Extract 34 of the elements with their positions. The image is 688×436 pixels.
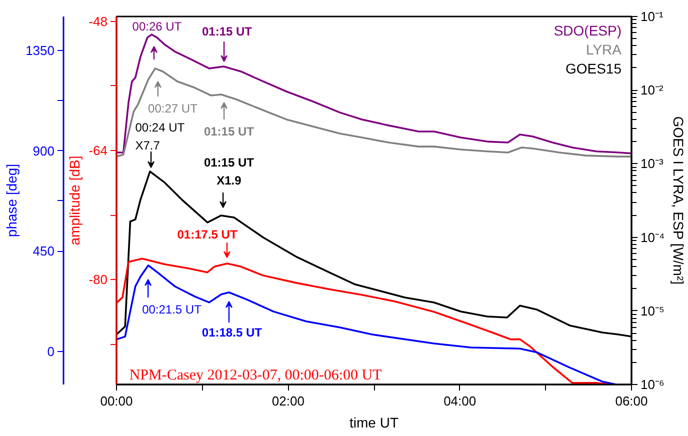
y2-tick-label: 10⁻³ <box>640 156 664 172</box>
annotation: 01:17.5 UT <box>177 228 238 242</box>
x-tick-label: 02:00 <box>272 394 304 408</box>
annotation: 00:24 UT X7.7 <box>135 120 186 153</box>
text: SDO(ESP) <box>554 22 622 38</box>
annotation: 01:15 UT <box>202 24 253 38</box>
y3-tick-label: 450 <box>32 244 55 259</box>
y-tick-label: -80 <box>88 272 108 288</box>
y3-tick-label: 1350 <box>26 42 54 58</box>
x-axis-title: time UT <box>350 414 399 430</box>
y2-tick-label: 10⁻⁴ <box>640 230 665 245</box>
annotation: 01:15 UT X1.9 <box>204 155 255 188</box>
x-tick-label: 06:00 <box>615 394 648 408</box>
text: GOES15 <box>565 60 622 76</box>
annotation: 00:21.5 UT <box>142 302 202 316</box>
text: LYRA <box>586 42 622 58</box>
annotation: 01:18.5 UT <box>202 326 263 340</box>
y2-tick-label: 10⁻⁵ <box>640 303 664 318</box>
y3-tick-label: 0 <box>47 344 55 359</box>
x-tick-label: 00:00 <box>100 394 133 408</box>
annotation: 00:27 UT <box>148 102 198 116</box>
annotation: 00:26 UT <box>132 20 182 34</box>
x-tick-label: 04:00 <box>444 394 476 408</box>
y2-tick-label: 10⁻⁶ <box>640 377 664 392</box>
y3-axis-title: phase [deg] <box>4 164 20 238</box>
y2-axis-title: GOES I LYRA, ESP [W/m²] <box>670 116 687 285</box>
annotation: NPM-Casey 2012-03-07, 00:00-06:00 UT <box>129 368 382 384</box>
y2-tick-label: 10⁻¹ <box>640 9 664 24</box>
y-tick-label: -48 <box>88 14 108 29</box>
y-axis-title: amplitude [dB] <box>66 156 83 246</box>
y3-tick-label: 900 <box>32 143 55 158</box>
annotation: 01:15 UT <box>204 124 255 138</box>
y-tick-label: -64 <box>88 142 108 158</box>
y2-tick-label: 10⁻² <box>640 82 664 98</box>
